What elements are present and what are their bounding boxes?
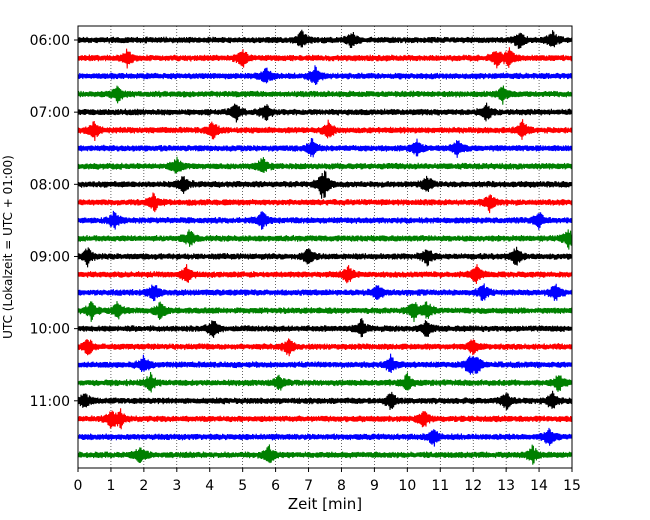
y-tick-label: 06:00 <box>30 33 70 49</box>
trace-row <box>77 408 573 430</box>
x-tick-label: 3 <box>172 478 181 494</box>
x-tick-label: 11 <box>431 478 449 494</box>
x-tick-label: 0 <box>74 478 83 494</box>
x-tick-label: 9 <box>370 478 379 494</box>
x-tick-label: 12 <box>464 478 482 494</box>
trace-row <box>77 301 573 323</box>
x-tick-label: 6 <box>271 478 280 494</box>
trace-row <box>77 192 573 214</box>
x-tick-label: 13 <box>497 478 515 494</box>
seismogram-traces <box>77 29 573 465</box>
x-axis-label: Zeit [min] <box>288 495 362 513</box>
x-tick-label: 14 <box>530 478 548 494</box>
trace-row <box>77 264 573 285</box>
x-axis-ticks: 0 1 2 3 4 5 6 7 8 9 10 11 12 13 14 15 <box>74 468 581 494</box>
x-tick-label: 4 <box>205 478 214 494</box>
trace-row <box>77 283 573 302</box>
trace-row <box>77 137 573 158</box>
plot-frame <box>77 25 573 469</box>
trace-row <box>77 229 573 250</box>
y-tick-label: 08:00 <box>30 177 70 193</box>
trace-row <box>77 29 573 49</box>
trace-row <box>77 371 573 393</box>
trace-row <box>77 318 573 338</box>
trace-row <box>77 85 573 105</box>
trace-row <box>77 119 573 142</box>
x-tick-label: 10 <box>398 478 416 494</box>
x-tick-label: 8 <box>337 478 346 494</box>
trace-row <box>77 390 573 411</box>
trace-row <box>77 65 573 86</box>
y-tick-label: 10:00 <box>30 322 70 338</box>
x-tick-label: 2 <box>139 478 148 494</box>
y-tick-label: 09:00 <box>30 249 70 265</box>
trace-row <box>77 170 573 199</box>
trace-row <box>77 210 573 230</box>
y-axis-ticks: 06:00 07:00 08:00 09:00 10:00 11:00 <box>30 33 78 410</box>
trace-row <box>77 47 573 69</box>
trace-row <box>77 156 573 174</box>
trace-row <box>77 444 573 465</box>
trace-row <box>77 338 573 357</box>
x-tick-label: 1 <box>106 478 115 494</box>
y-tick-label: 07:00 <box>30 105 70 121</box>
trace-row <box>77 102 573 123</box>
trace-row <box>77 427 573 447</box>
y-axis-label: UTC (Lokalzeit = UTC + 01:00) <box>1 155 15 339</box>
trace-row <box>77 246 573 268</box>
x-tick-label: 15 <box>563 478 581 494</box>
y-tick-label: 11:00 <box>30 394 70 410</box>
x-tick-label: 7 <box>304 478 313 494</box>
x-tick-label: 5 <box>238 478 247 494</box>
trace-row <box>77 353 573 375</box>
